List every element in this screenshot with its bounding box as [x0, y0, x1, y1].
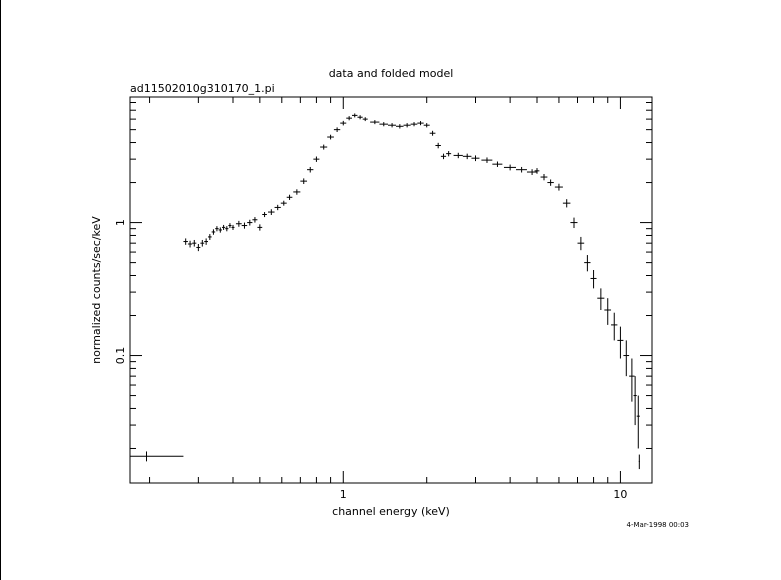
data-point	[333, 127, 341, 133]
data-point	[262, 212, 267, 218]
data-point	[403, 123, 411, 128]
data-point	[611, 312, 618, 341]
data-point	[554, 183, 563, 191]
data-point	[286, 194, 293, 200]
data-point	[130, 451, 184, 462]
data-point	[481, 157, 493, 163]
data-point	[207, 234, 212, 240]
data-point	[410, 122, 418, 127]
data-point	[387, 123, 397, 128]
data-point	[187, 240, 193, 248]
data-point	[547, 179, 554, 186]
data-point	[274, 204, 281, 211]
data-point	[231, 224, 235, 230]
data-point	[577, 236, 585, 251]
data-point	[629, 358, 635, 402]
data-point	[267, 209, 275, 216]
x-tick-label: 10	[613, 488, 627, 501]
data-point	[417, 121, 424, 126]
data-point	[462, 153, 472, 160]
data-point	[562, 199, 571, 208]
data-point	[503, 164, 517, 171]
data-point	[235, 220, 242, 227]
data-point	[204, 238, 208, 245]
data-point	[346, 116, 352, 121]
data-point	[590, 269, 597, 289]
data-point	[280, 200, 287, 206]
data-point	[241, 222, 248, 229]
data-point	[370, 120, 380, 125]
y-tick-label: 0.1	[114, 347, 127, 365]
data-point	[638, 454, 640, 470]
data-point	[357, 115, 363, 120]
data-point	[440, 153, 447, 160]
data-point	[540, 173, 548, 181]
data-point	[516, 166, 527, 173]
data-points	[130, 113, 640, 470]
data-point	[526, 169, 537, 175]
data-point	[623, 340, 630, 377]
data-point	[534, 168, 540, 174]
data-point	[429, 130, 436, 136]
data-point	[597, 288, 605, 311]
x-axis-label: channel energy (keV)	[332, 505, 450, 518]
data-point	[327, 134, 334, 140]
data-point	[300, 178, 308, 185]
data-point	[200, 239, 205, 247]
data-point	[192, 239, 197, 247]
data-point	[570, 217, 578, 229]
data-point	[633, 376, 637, 426]
data-point	[604, 298, 612, 325]
data-point	[313, 156, 320, 162]
data-point	[247, 219, 253, 226]
data-point	[396, 124, 404, 129]
plot-frame	[129, 96, 653, 484]
data-point	[320, 144, 328, 150]
data-point	[307, 166, 314, 173]
chart-subtitle: ad11502010g310170_1.pi	[130, 82, 275, 95]
data-point	[636, 395, 640, 449]
window-left-edge	[0, 0, 1, 580]
data-point	[492, 161, 503, 167]
data-point	[351, 113, 358, 118]
data-point	[379, 122, 388, 127]
data-point	[362, 117, 368, 122]
timestamp: 4-Mar-1998 00:03	[627, 521, 689, 529]
data-point	[446, 151, 452, 157]
data-point	[435, 142, 441, 149]
data-point	[218, 227, 222, 233]
data-point	[340, 120, 347, 126]
data-point	[221, 224, 226, 230]
data-point	[453, 152, 463, 159]
data-point	[252, 217, 258, 223]
data-point	[293, 189, 301, 195]
data-point	[225, 226, 229, 232]
y-axis-label: normalized counts/sec/keV	[90, 216, 103, 364]
y-tick-label: 1	[114, 219, 127, 226]
axis-ticks	[130, 97, 652, 483]
data-point	[471, 155, 480, 162]
data-point	[584, 255, 591, 272]
data-point	[617, 326, 624, 359]
data-point	[183, 238, 188, 245]
data-point	[215, 226, 219, 232]
data-point	[196, 244, 201, 252]
data-point	[228, 223, 232, 229]
axis-tick-labels: 1 10 0.1 1	[114, 219, 627, 501]
data-point	[257, 224, 263, 231]
x-tick-label: 1	[340, 488, 347, 501]
data-point	[211, 229, 216, 235]
data-point	[423, 123, 430, 128]
chart-title: data and folded model	[329, 67, 454, 80]
